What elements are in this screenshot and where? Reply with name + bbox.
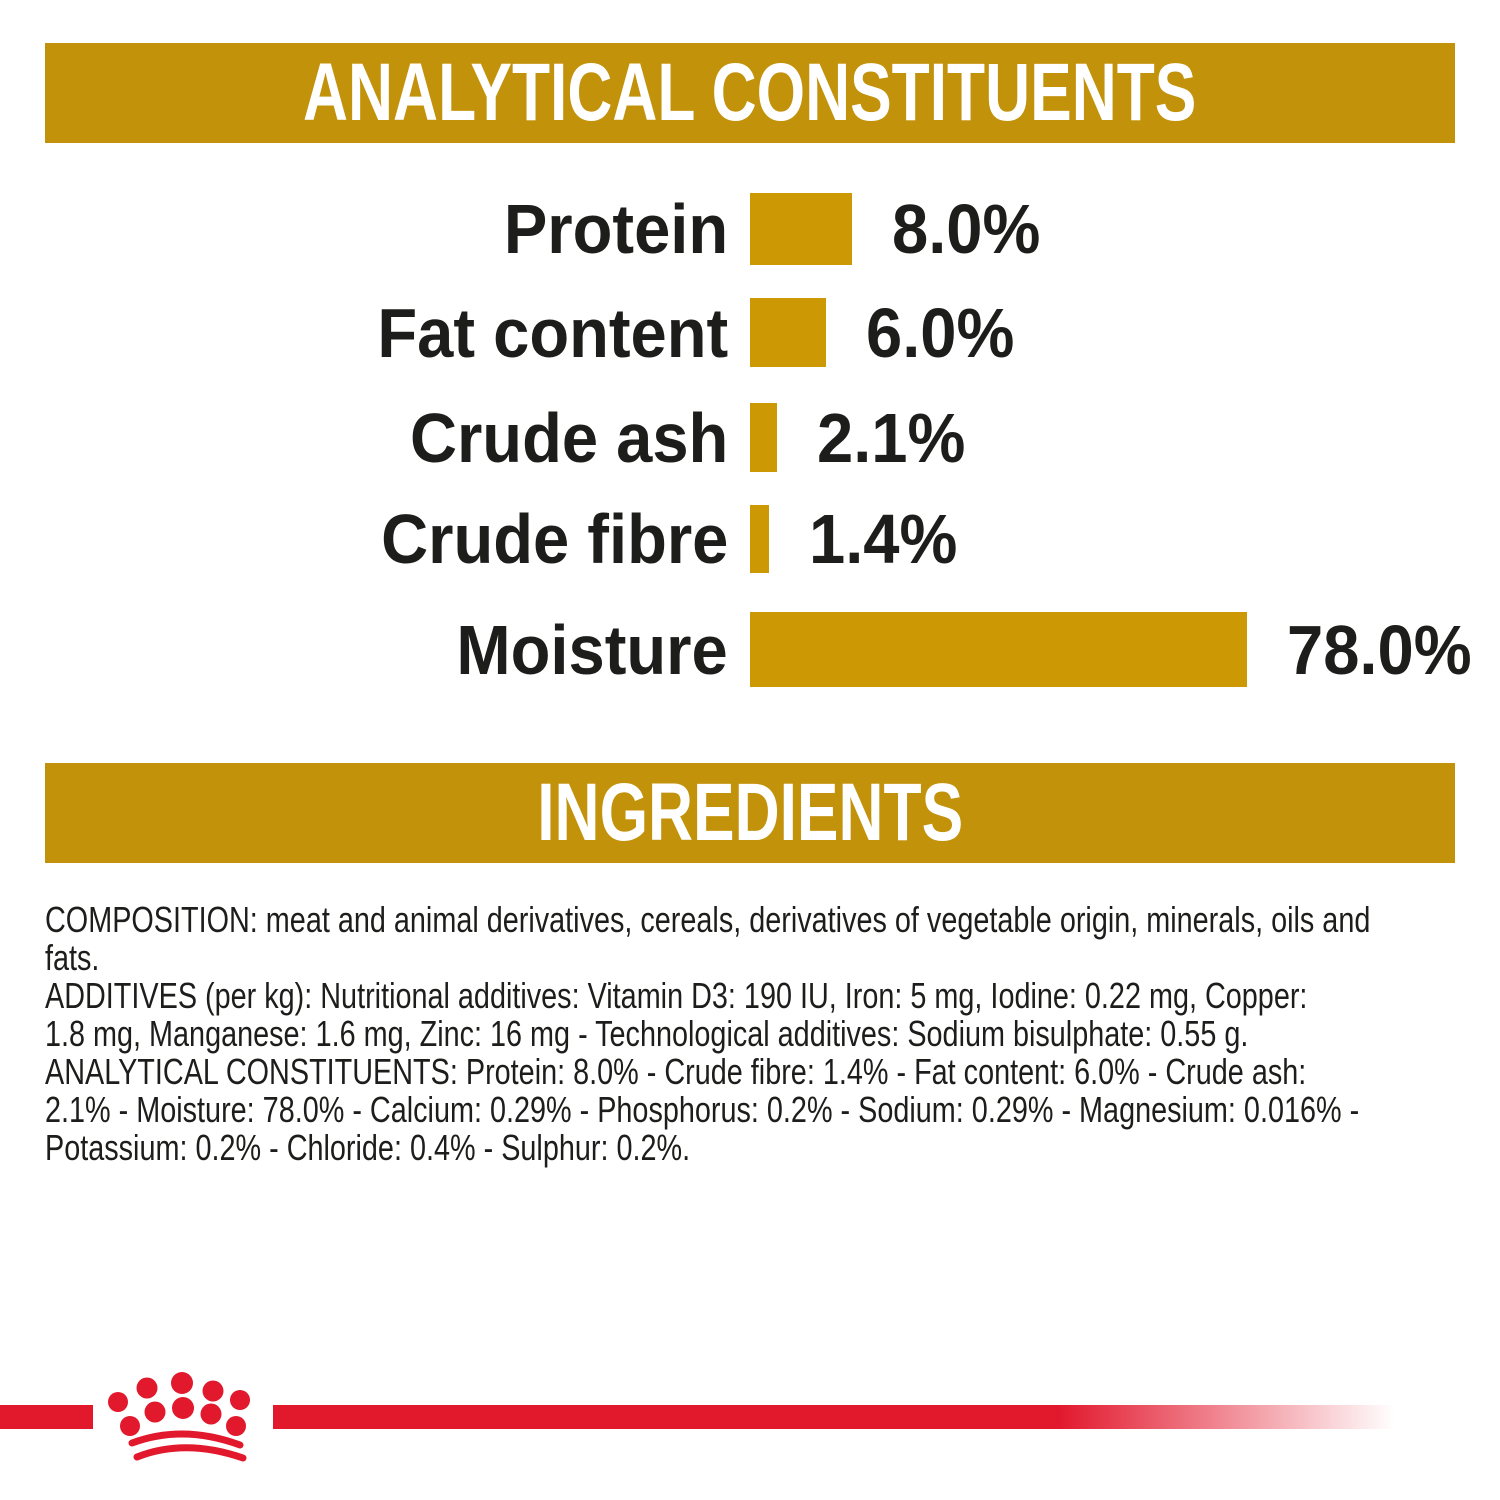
additives-line: ADDITIVES (per kg): Nutritional additive… — [45, 975, 1308, 1016]
brand-stripe-left — [0, 1405, 93, 1429]
ingredients-title: INGREDIENTS — [537, 767, 963, 858]
brand-stripe-right — [273, 1405, 1395, 1429]
chart-row-label: Crude fibre — [380, 500, 728, 578]
chart-bar — [750, 298, 826, 367]
chart-row-fat-content: Fat content 6.0% — [0, 293, 1500, 372]
chart-row-label: Protein — [503, 190, 728, 268]
chart-row-crude-ash: Crude ash 2.1% — [0, 398, 1500, 477]
composition-line: COMPOSITION: meat and animal derivatives… — [45, 899, 1371, 940]
chart-row-value: 6.0% — [866, 293, 1015, 372]
chart-row-value: 78.0% — [1287, 610, 1472, 689]
analytical-constituents-banner: ANALYTICAL CONSTITUENTS — [45, 43, 1455, 143]
chart-row-value: 8.0% — [892, 190, 1041, 268]
chart-bar — [750, 193, 852, 265]
composition-line: fats. — [45, 937, 100, 978]
chart-bar — [750, 403, 777, 472]
chart-row-protein: Protein 8.0% — [0, 193, 1500, 265]
chart-row-value: 1.4% — [809, 500, 958, 578]
analytical-constituents-line: ANALYTICAL CONSTITUENTS: Protein: 8.0% -… — [45, 1051, 1307, 1092]
analytical-constituents-title: ANALYTICAL CONSTITUENTS — [303, 47, 1197, 138]
chart-bar — [750, 505, 769, 573]
ingredients-text-block: COMPOSITION: meat and animal derivatives… — [45, 901, 1500, 1167]
additives-line: 1.8 mg, Manganese: 1.6 mg, Zinc: 16 mg -… — [45, 1013, 1249, 1054]
chart-row-label: Crude ash — [409, 398, 728, 477]
chart-row-label: Moisture — [456, 610, 728, 689]
royal-canin-crown-icon — [108, 1372, 250, 1462]
analytical-constituents-line: Potassium: 0.2% - Chloride: 0.4% - Sulph… — [45, 1127, 691, 1168]
chart-bar — [750, 612, 1247, 687]
chart-row-crude-fibre: Crude fibre 1.4% — [0, 500, 1500, 578]
chart-row-value: 2.1% — [817, 398, 966, 477]
analytical-constituents-line: 2.1% - Moisture: 78.0% - Calcium: 0.29% … — [45, 1089, 1360, 1130]
ingredients-banner: INGREDIENTS — [45, 763, 1455, 863]
chart-row-label: Fat content — [377, 293, 728, 372]
chart-row-moisture: Moisture 78.0% — [0, 612, 1500, 687]
